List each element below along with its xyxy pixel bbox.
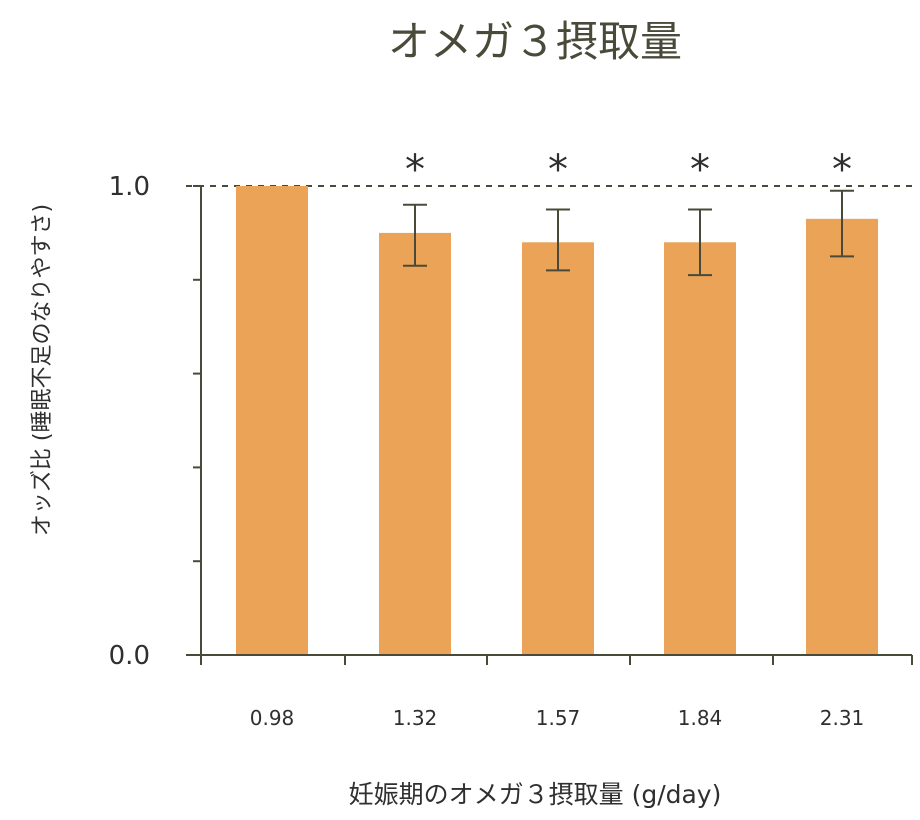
significance-group: * * * * xyxy=(405,147,852,193)
x-axis-ticks: 0.98 1.32 1.57 1.84 2.31 xyxy=(200,655,913,730)
y-axis-ticks: 0.0 1.0 xyxy=(109,172,201,671)
significance-star-2.31: * xyxy=(832,147,852,193)
chart-title: オメガ３摂取量 xyxy=(387,17,682,66)
error-bar-1.84 xyxy=(688,208,712,277)
error-bars-group xyxy=(403,189,854,277)
bar-1.32 xyxy=(379,232,451,655)
y-tick-label: 0.0 xyxy=(109,641,150,671)
significance-star-1.84: * xyxy=(690,147,710,193)
x-tick-label-2.31: 2.31 xyxy=(820,706,865,730)
significance-star-1.57: * xyxy=(548,147,568,193)
axes-group xyxy=(186,186,912,656)
error-bar-1.32 xyxy=(403,203,427,267)
y-tick-label: 1.0 xyxy=(109,172,150,202)
x-axis-label: 妊娠期のオメガ３摂取量 (g/day) xyxy=(348,780,722,809)
x-tick-label-1.57: 1.57 xyxy=(536,706,581,730)
x-tick-label-0.98: 0.98 xyxy=(250,706,295,730)
x-tick-label-1.32: 1.32 xyxy=(393,706,438,730)
bar-1.57 xyxy=(522,242,594,655)
bar-2.31 xyxy=(806,218,878,655)
error-bar-1.57 xyxy=(546,208,570,272)
error-bar-2.31 xyxy=(830,189,854,258)
bar-0.98 xyxy=(236,186,308,655)
significance-star-1.32: * xyxy=(405,147,425,193)
bar-1.84 xyxy=(664,242,736,655)
x-tick-label-1.84: 1.84 xyxy=(678,706,723,730)
bars-group xyxy=(236,186,878,655)
